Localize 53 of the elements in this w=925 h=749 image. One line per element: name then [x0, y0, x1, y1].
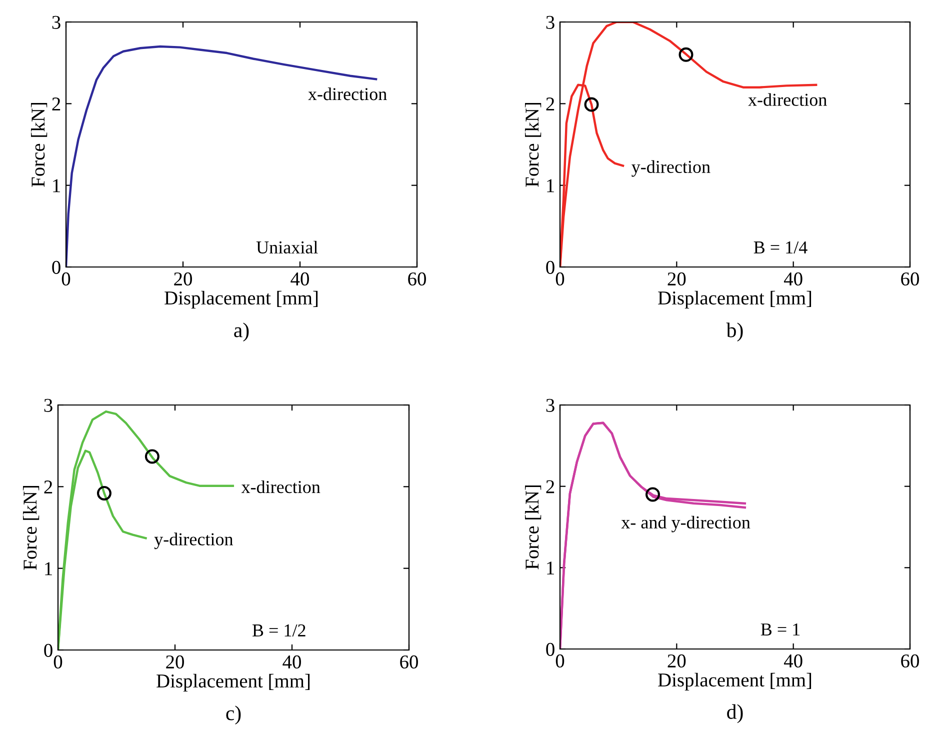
- x-axis-title: Displacement [mm]: [156, 674, 310, 692]
- y-tick-label: 2: [546, 98, 554, 110]
- y-tick-label: 3: [546, 398, 554, 412]
- y-tick-label: 3: [546, 16, 554, 29]
- y-axis-title: Force [kN]: [23, 486, 40, 570]
- annotation: B = 1/2: [252, 624, 306, 637]
- series-label: x-direction: [308, 88, 387, 100]
- x-tick-label: 60: [901, 272, 919, 286]
- text: a): [234, 322, 249, 342]
- y-tick-label: 2: [52, 98, 60, 110]
- text: b): [726, 322, 743, 342]
- y-tick-label: 3: [52, 16, 60, 29]
- text: c): [226, 706, 241, 725]
- x-tick-label: 0: [556, 272, 564, 286]
- x-axis-title: Displacement [mm]: [658, 672, 812, 691]
- x-tick-label: 20: [166, 655, 184, 669]
- y-tick-label: 0: [546, 260, 554, 274]
- y-axis-title: Force [kN]: [31, 103, 48, 187]
- y-axis-title: Force [kN]: [525, 486, 542, 570]
- x-tick-label: 40: [784, 654, 802, 668]
- x-tick-label: 40: [282, 655, 301, 669]
- series-label: y-direction: [632, 160, 710, 177]
- y-tick-label: 2: [44, 480, 52, 494]
- x-tick-label: 0: [62, 272, 70, 286]
- y-tick-label: 1: [45, 562, 52, 576]
- x-tick-label: 20: [174, 272, 192, 286]
- text: d): [727, 704, 743, 724]
- x-axis-title: Displacement [mm]: [164, 290, 318, 309]
- series-label: y-direction: [154, 532, 234, 550]
- y-tick-label: 3: [44, 398, 52, 412]
- annotation: Uniaxial: [256, 240, 318, 254]
- x-tick-label: 40: [784, 272, 802, 286]
- series-label: x-direction: [241, 480, 320, 494]
- y-tick-label: 1: [53, 179, 60, 192]
- y-tick-label: 1: [547, 179, 554, 192]
- x-axis-title: Displacement [mm]: [658, 290, 812, 309]
- y-tick-label: 0: [44, 644, 52, 657]
- x-tick-label: 60: [408, 272, 426, 286]
- x-tick-label: 60: [901, 654, 919, 668]
- x-tick-label: 0: [556, 654, 564, 668]
- y-tick-label: 0: [546, 642, 554, 656]
- x-tick-label: 40: [290, 272, 309, 286]
- y-tick-label: 0: [52, 260, 60, 274]
- x-tick-label: 20: [668, 654, 686, 668]
- y-axis-title: Force [kN]: [525, 103, 542, 187]
- y-tick-label: 2: [546, 480, 554, 494]
- x-tick-label: 60: [400, 655, 418, 669]
- series-label: x-direction: [748, 93, 827, 106]
- x-tick-label: 20: [668, 272, 686, 286]
- y-tick-label: 1: [547, 562, 554, 574]
- annotation: B = 1: [760, 623, 800, 636]
- annotation: x- and y-direction: [621, 516, 750, 532]
- annotation: B = 1/4: [754, 241, 808, 254]
